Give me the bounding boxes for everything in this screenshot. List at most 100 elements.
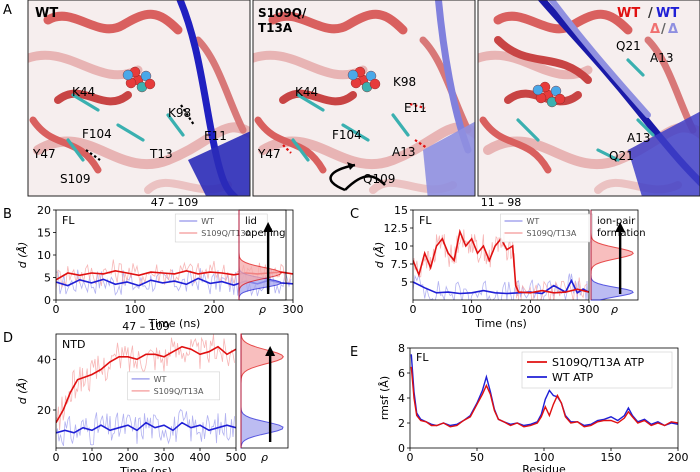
residue-label: A13 bbox=[392, 145, 415, 159]
residue-stick bbox=[626, 58, 645, 77]
helix-ribbon bbox=[54, 89, 132, 106]
x-tick-label: 0 bbox=[410, 303, 417, 316]
x-axis-label: Time (ns) bbox=[148, 317, 201, 330]
mutant-title-line: T13A bbox=[258, 21, 293, 35]
motion-arrow bbox=[329, 163, 356, 192]
annotation-line: formation bbox=[597, 228, 646, 239]
panel-letter: D bbox=[3, 331, 13, 346]
y-tick-label: 10 bbox=[37, 249, 51, 262]
legend-entry: WT ATP bbox=[552, 371, 593, 384]
view-frame bbox=[477, 0, 700, 197]
x-axis-label: Residue bbox=[522, 463, 566, 472]
annotation-arrow-head bbox=[615, 222, 626, 232]
residue-label: Q21 bbox=[609, 149, 634, 163]
blue-domain bbox=[188, 131, 250, 196]
legend-entry: S109Q/T13A bbox=[154, 387, 204, 396]
view-content bbox=[478, 0, 700, 196]
y-tick-label: 0 bbox=[44, 294, 51, 307]
legend-wt-blue: WT bbox=[656, 6, 679, 21]
chart-title: 47 – 109 bbox=[122, 320, 170, 333]
helix-ribbon bbox=[43, 9, 183, 35]
structure-view-1 bbox=[27, 0, 251, 197]
atp-atom bbox=[144, 78, 156, 90]
view-frame bbox=[252, 0, 476, 197]
residue-label: Y47 bbox=[257, 147, 281, 161]
view-content bbox=[28, 0, 250, 196]
raw-trace-mutant bbox=[413, 229, 588, 300]
legend-entry: WT bbox=[201, 217, 214, 226]
y-tick-label: 7.5 bbox=[391, 258, 409, 271]
chart-title: 47 – 109 bbox=[151, 196, 199, 209]
chart-E: E 0 50 100 150 200 0 2 4 6 8 Residue rmsf (Å) FL S109Q… bbox=[350, 342, 689, 472]
raw-trace-wt bbox=[413, 273, 589, 300]
residue-label: K44 bbox=[295, 85, 318, 99]
y-tick-label: 5 bbox=[401, 276, 408, 289]
x-axis-label: Time (ns) bbox=[474, 317, 527, 330]
inset-label: NTD bbox=[62, 338, 85, 351]
density-axis-label: ρ bbox=[259, 303, 266, 316]
residue-stick bbox=[71, 93, 100, 112]
legend-entry: S109Q/T13A ATP bbox=[552, 356, 644, 369]
residue-stick bbox=[516, 118, 540, 142]
x-tick-label: 400 bbox=[190, 451, 211, 464]
x-tick-label: 300 bbox=[579, 303, 600, 316]
helix-ribbon bbox=[268, 9, 408, 35]
legend-wt-red: WT bbox=[617, 6, 640, 21]
residue-label: E11 bbox=[404, 101, 427, 115]
structure-view-3 bbox=[477, 0, 700, 197]
view-content bbox=[253, 0, 475, 196]
annotation-line: ion-pair bbox=[597, 216, 636, 227]
plot-frame bbox=[412, 209, 590, 301]
blue-domain bbox=[628, 111, 700, 196]
atp-atom bbox=[122, 69, 134, 81]
helix-ribbon bbox=[479, 116, 552, 174]
panel-letter: B bbox=[3, 207, 12, 222]
x-tick-label: 200 bbox=[118, 451, 139, 464]
x-tick-label: 0 bbox=[53, 451, 60, 464]
density-curve-mutant bbox=[590, 210, 634, 300]
rmsf-line bbox=[410, 366, 679, 428]
helix-ribbon bbox=[279, 89, 357, 106]
x-tick-label: 100 bbox=[461, 303, 482, 316]
structure-view-2 bbox=[252, 0, 476, 197]
y-tick-label: 6 bbox=[398, 367, 405, 380]
residue-stick bbox=[391, 113, 410, 137]
inset-label: FL bbox=[62, 214, 75, 227]
x-tick-label: 150 bbox=[601, 451, 622, 464]
residue-stick bbox=[296, 93, 325, 112]
residue-stick bbox=[166, 113, 185, 137]
atp-atom bbox=[369, 78, 381, 90]
wt-title: WT bbox=[35, 6, 58, 21]
residue-label: Q21 bbox=[616, 39, 641, 53]
blue-domain bbox=[423, 121, 475, 196]
y-tick-label: 20 bbox=[37, 204, 51, 217]
legend-box bbox=[127, 371, 220, 401]
x-tick-label: 100 bbox=[125, 303, 146, 316]
panel-letter: C bbox=[350, 207, 359, 222]
residue-stick bbox=[66, 138, 85, 162]
atp-atom bbox=[532, 84, 544, 96]
panel-a-structures: A WT K44 K98 E11 F104 Y47 T13 S109 S109Q/T13A K44 K… bbox=[3, 0, 700, 197]
inset-label: FL bbox=[416, 351, 429, 364]
legend-delta-blue: Δ bbox=[668, 22, 678, 37]
residue-label: T13 bbox=[149, 147, 173, 161]
contact-dash bbox=[414, 139, 428, 149]
x-tick-label: 300 bbox=[154, 451, 175, 464]
y-axis-label: d (Å) bbox=[16, 378, 29, 405]
panel-letter: E bbox=[350, 345, 358, 360]
helix-ribbon bbox=[494, 36, 592, 84]
x-tick-label: 0 bbox=[53, 303, 60, 316]
plot-body bbox=[413, 228, 589, 300]
density-curve-mutant bbox=[240, 333, 284, 448]
y-tick-label: 5 bbox=[44, 272, 51, 285]
x-tick-label: 500 bbox=[226, 451, 247, 464]
y-tick-label: 8 bbox=[398, 342, 405, 355]
density-axis-label: ρ bbox=[611, 303, 618, 316]
atp-atom bbox=[347, 69, 359, 81]
contact-dash bbox=[180, 104, 195, 126]
x-tick-label: 300 bbox=[283, 303, 304, 316]
motion-arrow bbox=[344, 175, 386, 191]
